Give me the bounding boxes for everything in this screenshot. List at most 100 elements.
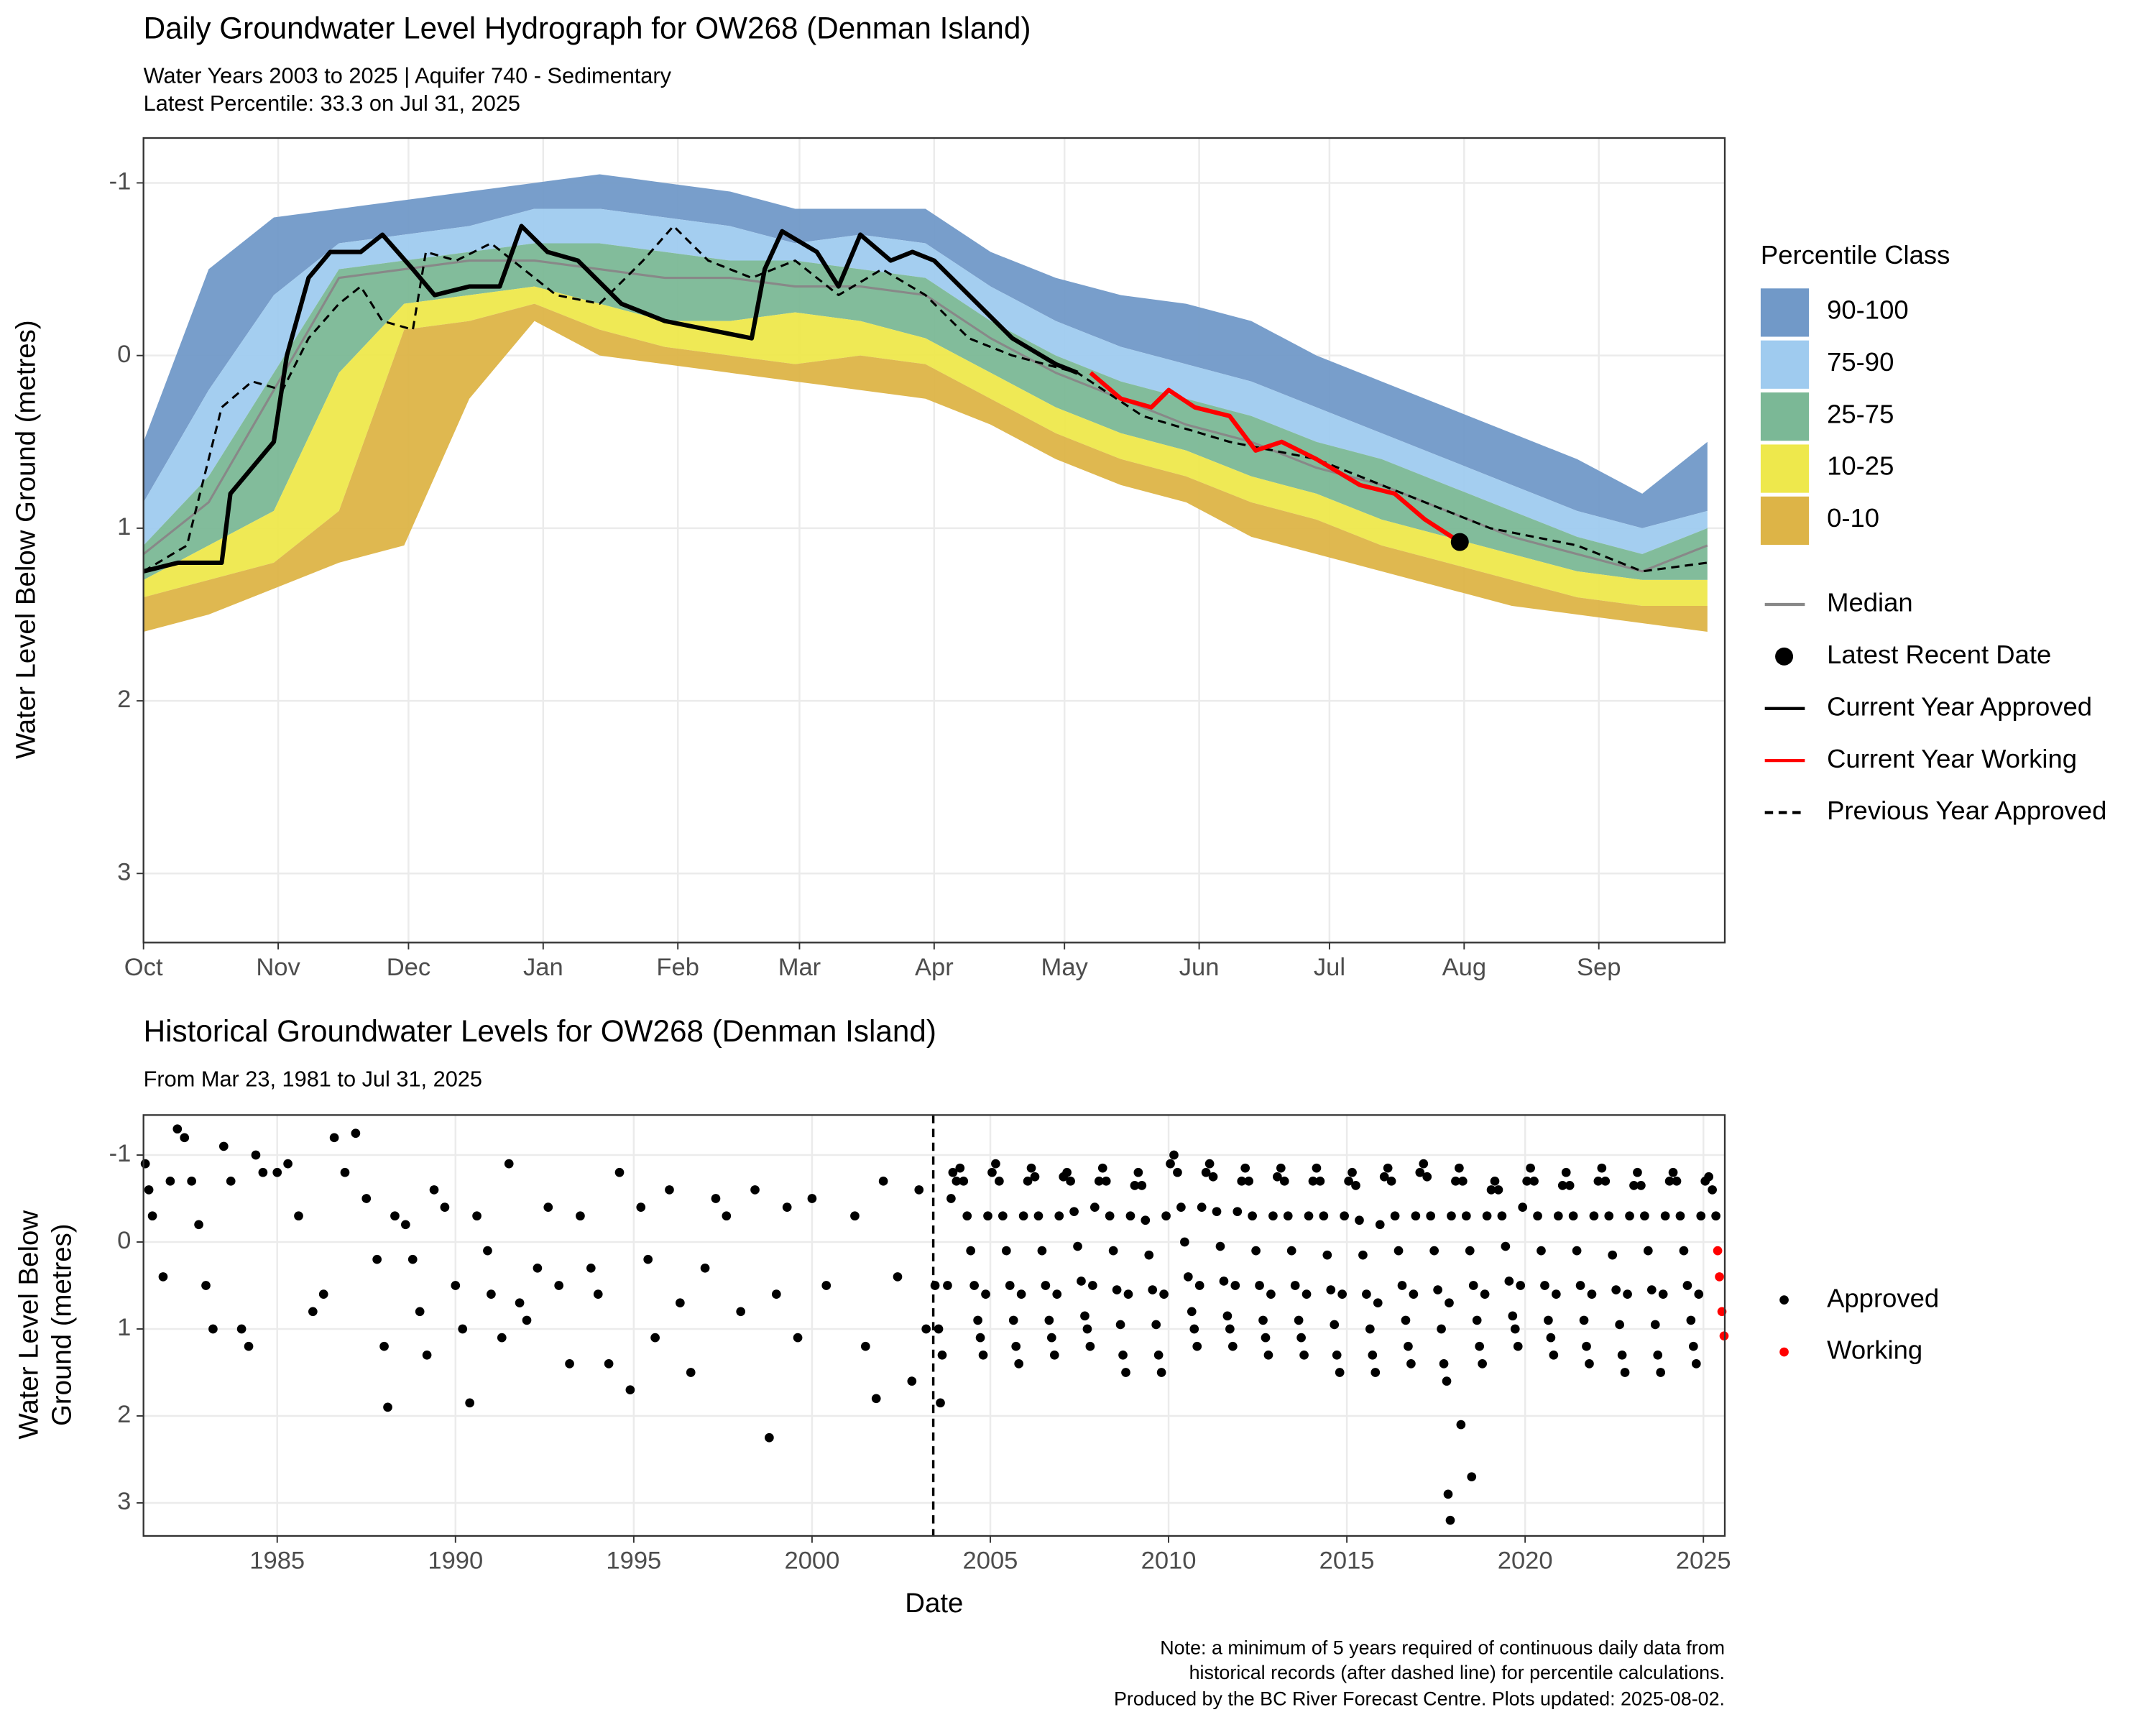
data-point — [1656, 1368, 1666, 1377]
data-point — [604, 1359, 614, 1368]
data-point — [1579, 1315, 1589, 1325]
data-point — [465, 1398, 474, 1408]
data-point — [158, 1272, 168, 1282]
percentile-band — [143, 303, 1708, 632]
data-point — [1458, 1176, 1468, 1186]
data-point — [1640, 1211, 1649, 1221]
data-point — [1219, 1276, 1229, 1286]
data-point — [1450, 533, 1469, 551]
data-point — [1397, 1281, 1407, 1290]
data-point — [686, 1368, 696, 1377]
data-point — [1332, 1350, 1342, 1360]
data-point — [676, 1298, 685, 1308]
data-point — [1715, 1272, 1724, 1282]
data-point — [1475, 1341, 1485, 1351]
data-point — [458, 1324, 468, 1334]
data-point — [1540, 1281, 1549, 1290]
data-point — [1030, 1172, 1040, 1182]
data-point — [1166, 1159, 1175, 1169]
data-point — [1355, 1215, 1364, 1225]
data-point — [586, 1263, 596, 1273]
data-point — [1497, 1211, 1507, 1221]
data-point — [1266, 1289, 1276, 1299]
data-point — [1044, 1315, 1054, 1325]
data-point — [1180, 1237, 1189, 1247]
data-point — [272, 1167, 282, 1177]
data-point — [914, 1185, 924, 1195]
data-point — [1401, 1315, 1411, 1325]
data-point — [1069, 1207, 1079, 1216]
data-point — [1337, 1289, 1347, 1299]
data-point — [1689, 1341, 1698, 1351]
data-point — [1312, 1163, 1322, 1173]
data-point — [1108, 1246, 1118, 1256]
data-point — [1319, 1211, 1329, 1221]
data-point — [1544, 1315, 1553, 1325]
legend-title: Percentile Class — [1761, 240, 1950, 270]
data-point — [1617, 1350, 1627, 1360]
data-point — [554, 1281, 564, 1290]
data-point — [1386, 1176, 1396, 1186]
legend-label: 90-100 — [1827, 295, 1909, 325]
data-point — [1604, 1211, 1614, 1221]
data-point — [1201, 1167, 1211, 1177]
y-axis-title: Ground (metres) — [46, 1223, 77, 1426]
y-axis-title: Water Level Below — [13, 1210, 44, 1440]
data-point — [998, 1211, 1008, 1221]
legend-key — [1775, 647, 1794, 666]
data-point — [1608, 1250, 1618, 1260]
data-point — [379, 1341, 389, 1351]
data-point — [1572, 1246, 1582, 1256]
data-point — [1456, 1420, 1466, 1430]
data-point — [140, 1159, 150, 1169]
data-point — [258, 1167, 268, 1177]
data-point — [1557, 1181, 1567, 1190]
data-point — [850, 1211, 860, 1221]
data-point — [340, 1167, 350, 1177]
data-point — [1455, 1163, 1464, 1173]
data-point — [1054, 1211, 1064, 1221]
data-point — [172, 1124, 183, 1134]
legend-label: 25-75 — [1827, 399, 1894, 428]
data-point — [893, 1272, 903, 1282]
data-point — [983, 1211, 992, 1221]
points — [140, 1124, 1729, 1525]
data-point — [144, 1185, 154, 1195]
data-point — [1283, 1211, 1293, 1221]
y-tick-label: 2 — [117, 686, 131, 713]
data-point — [1433, 1285, 1442, 1294]
data-point — [987, 1167, 997, 1177]
data-point — [1268, 1211, 1278, 1221]
data-point — [1077, 1276, 1086, 1286]
data-point — [937, 1350, 947, 1360]
x-tick-label: Mar — [778, 954, 821, 981]
data-point — [372, 1254, 382, 1264]
data-point — [1294, 1315, 1304, 1325]
data-point — [975, 1333, 985, 1343]
data-point — [936, 1398, 945, 1408]
data-point — [1682, 1281, 1692, 1290]
data-point — [1258, 1315, 1268, 1325]
data-point — [1330, 1320, 1340, 1330]
data-point — [1478, 1359, 1487, 1368]
footnote: historical records (after dashed line) f… — [1189, 1662, 1725, 1683]
data-point — [1008, 1315, 1018, 1325]
data-point — [1465, 1246, 1475, 1256]
data-point — [294, 1211, 303, 1221]
y-tick-label: -1 — [109, 168, 132, 196]
data-point — [1482, 1211, 1492, 1221]
data-point — [1189, 1324, 1199, 1334]
data-point — [194, 1220, 203, 1230]
data-point — [1486, 1185, 1496, 1195]
data-point — [236, 1324, 247, 1334]
data-point — [201, 1281, 211, 1290]
legend-label: Current Year Approved — [1827, 691, 2092, 721]
data-point — [1001, 1246, 1011, 1256]
data-point — [1049, 1350, 1059, 1360]
data-point — [700, 1263, 710, 1273]
data-point — [1261, 1333, 1271, 1343]
data-point — [1263, 1350, 1273, 1360]
data-point — [1379, 1172, 1389, 1182]
footnote: Note: a minimum of 5 years required of c… — [1160, 1637, 1725, 1658]
data-point — [1518, 1202, 1528, 1212]
